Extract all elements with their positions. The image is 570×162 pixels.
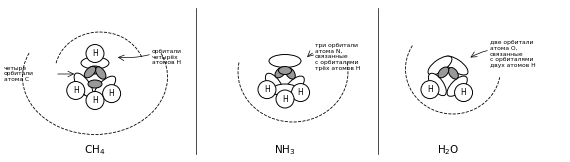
Circle shape — [292, 84, 310, 102]
Text: CH$_4$: CH$_4$ — [84, 143, 105, 157]
Circle shape — [103, 85, 121, 103]
Circle shape — [258, 81, 276, 99]
Ellipse shape — [94, 76, 116, 98]
Circle shape — [454, 84, 473, 102]
Text: H: H — [92, 49, 98, 58]
Ellipse shape — [275, 67, 286, 78]
Ellipse shape — [444, 56, 468, 75]
Ellipse shape — [81, 85, 109, 97]
Text: NH$_3$: NH$_3$ — [274, 143, 296, 157]
Ellipse shape — [429, 73, 446, 96]
Ellipse shape — [74, 73, 93, 97]
Text: четыре
орбитали
атома C: четыре орбитали атома C — [4, 66, 34, 82]
Ellipse shape — [81, 57, 109, 69]
Circle shape — [421, 81, 439, 99]
Ellipse shape — [88, 80, 102, 88]
Ellipse shape — [272, 84, 298, 96]
Circle shape — [276, 90, 294, 108]
Text: H: H — [282, 94, 288, 104]
Text: H: H — [461, 88, 466, 97]
Ellipse shape — [447, 76, 467, 96]
Text: три орбитали
атома N,
связанные
с орбиталями
трёх атомов Н: три орбитали атома N, связанные с орбита… — [315, 43, 360, 71]
Text: орбитали
четырёх
атомов Н: орбитали четырёх атомов Н — [152, 49, 182, 65]
Ellipse shape — [266, 73, 283, 96]
Ellipse shape — [84, 66, 96, 78]
Ellipse shape — [279, 66, 291, 75]
Circle shape — [86, 92, 104, 110]
Text: H: H — [427, 85, 433, 94]
Ellipse shape — [449, 68, 458, 79]
Ellipse shape — [269, 54, 301, 68]
Ellipse shape — [96, 67, 106, 79]
Ellipse shape — [428, 56, 452, 75]
Ellipse shape — [284, 76, 304, 96]
Text: H: H — [298, 88, 303, 97]
Ellipse shape — [438, 67, 449, 78]
Text: H: H — [109, 89, 115, 98]
Text: H: H — [73, 86, 79, 95]
Text: H: H — [92, 96, 98, 105]
Circle shape — [67, 81, 85, 99]
Ellipse shape — [88, 66, 102, 74]
Text: H$_2$O: H$_2$O — [437, 143, 459, 157]
Text: H: H — [264, 85, 270, 94]
Ellipse shape — [286, 68, 295, 79]
Text: две орбитали
атома О,
связанные
с орбиталями
двух атомов Н: две орбитали атома О, связанные с орбита… — [490, 40, 536, 68]
Circle shape — [86, 45, 104, 63]
